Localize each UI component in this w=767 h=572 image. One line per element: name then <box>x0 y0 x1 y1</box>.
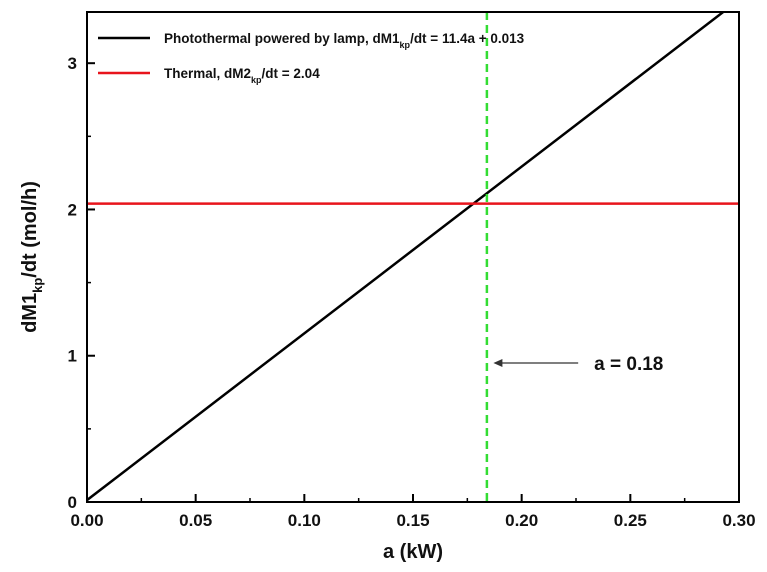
x-tick-label: 0.00 <box>70 511 103 530</box>
x-tick-label: 0.30 <box>722 511 755 530</box>
y-tick-label: 2 <box>68 200 77 219</box>
legend-label-photothermal: Photothermal powered by lamp, dM1kp/dt =… <box>164 31 525 50</box>
y-tick-label: 0 <box>68 493 77 512</box>
y-tick-label: 1 <box>68 347 77 366</box>
x-tick-label: 0.20 <box>505 511 538 530</box>
annotation-arrow-head <box>493 359 503 368</box>
y-axis-title: dM1kp/dt (mol/h) <box>19 181 45 333</box>
x-tick-label: 0.25 <box>614 511 647 530</box>
x-tick-label: 0.05 <box>179 511 212 530</box>
annotation-label: a = 0.18 <box>594 354 663 375</box>
y-axis-title-main: dM1 <box>19 293 41 333</box>
y-tick-label: 3 <box>68 54 77 73</box>
y-axis-title-tail: /dt (mol/h) <box>19 181 41 278</box>
x-tick-label: 0.15 <box>396 511 429 530</box>
series-line-photothermal <box>87 12 726 502</box>
legend-label-thermal: Thermal, dM2kp/dt = 2.04 <box>164 66 320 85</box>
x-axis-title: a (kW) <box>383 541 443 563</box>
legend: Photothermal powered by lamp, dM1kp/dt =… <box>98 31 525 85</box>
x-tick-label: 0.10 <box>288 511 321 530</box>
y-axis-title-sub: kp <box>30 278 45 293</box>
plot-frame <box>86 11 740 503</box>
